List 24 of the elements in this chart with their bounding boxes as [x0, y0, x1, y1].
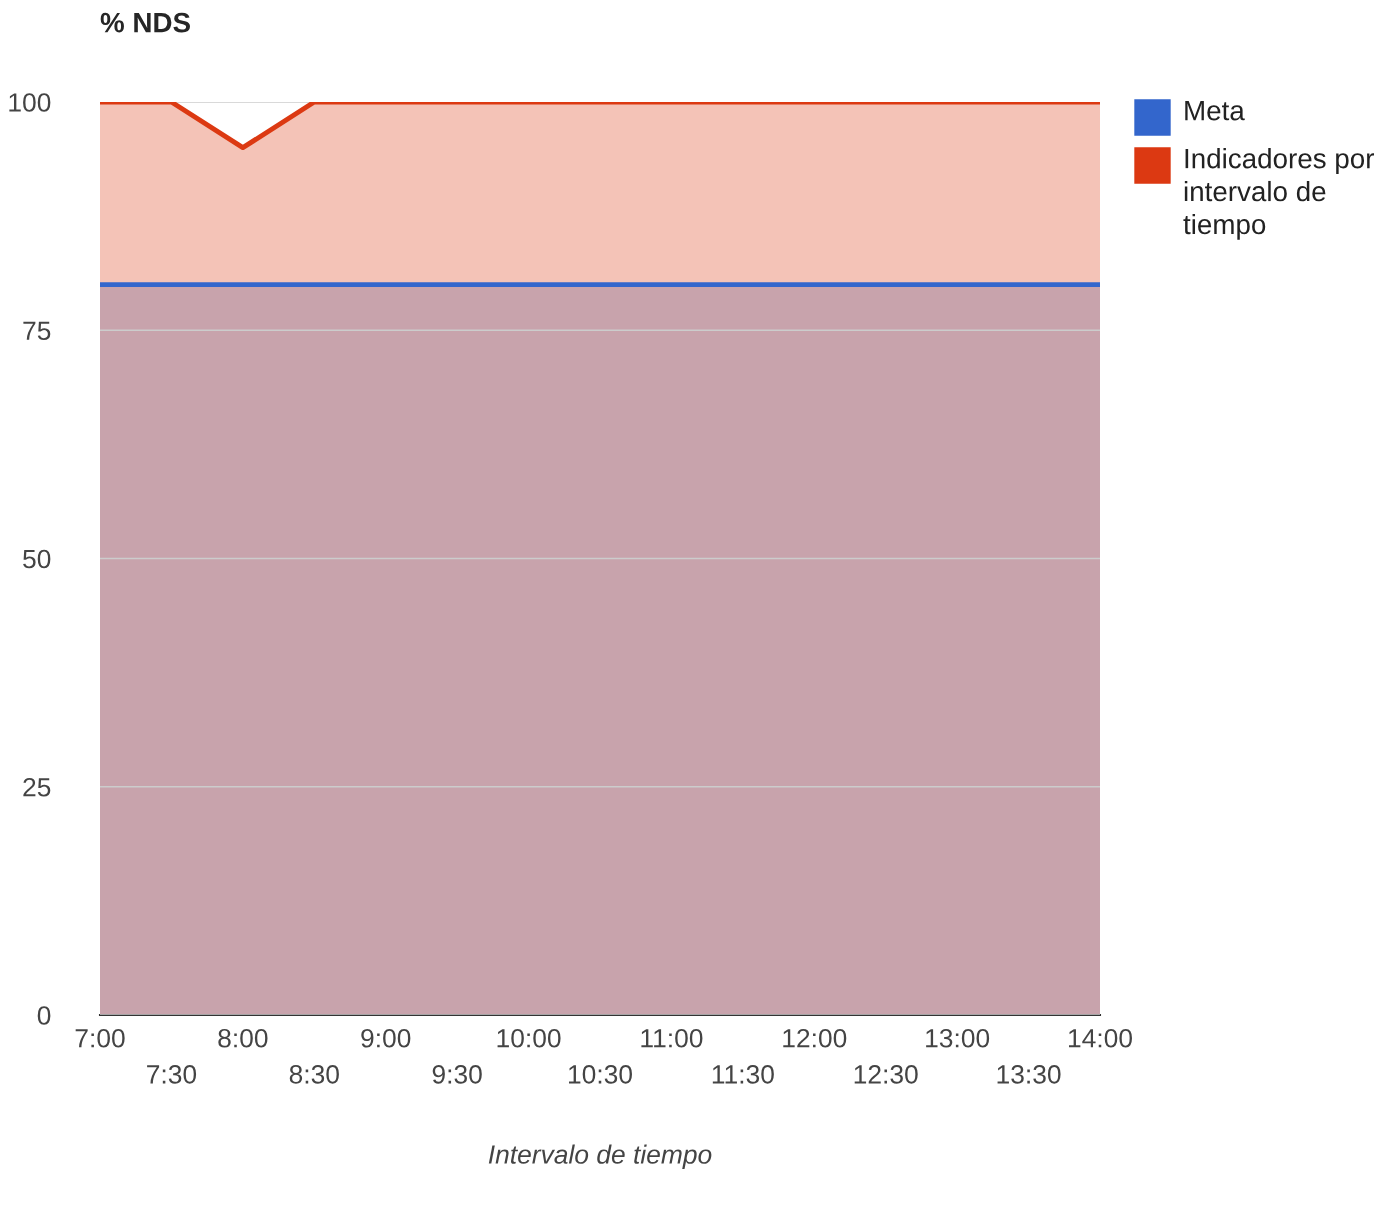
- x-tick-label: 10:00: [497, 1028, 561, 1048]
- x-tick-label: 12:00: [783, 1028, 847, 1048]
- x-tick-label: 13:30: [997, 1065, 1061, 1084]
- x-axis-title: Intervalo de tiempo: [488, 1144, 712, 1170]
- y-tick-label: 50: [23, 549, 51, 569]
- x-tick-label: 14:00: [1069, 1028, 1132, 1048]
- x-tick-label: 13:00: [926, 1028, 990, 1048]
- y-tick-label: 25: [23, 777, 51, 797]
- y-tick-label: 100: [9, 93, 51, 112]
- x-tick-label: 9:00: [361, 1028, 411, 1048]
- x-tick-label: 9:30: [432, 1065, 482, 1084]
- legend-label: Indicadores por intervalo de tiempo: [1183, 148, 1375, 240]
- x-tick-label: 12:30: [854, 1065, 918, 1084]
- chart-title: % NDS: [100, 12, 190, 33]
- x-tick-label: 7:00: [75, 1028, 125, 1048]
- y-tick-label: 0: [37, 1006, 51, 1025]
- y-tick-label: 75: [23, 321, 51, 341]
- x-tick-label: 8:00: [218, 1028, 268, 1048]
- legend-label: Meta: [1185, 101, 1245, 121]
- x-tick-label: 8:30: [289, 1065, 339, 1084]
- x-tick-label: 11:00: [641, 1028, 703, 1048]
- x-tick-label: 10:30: [569, 1065, 632, 1084]
- x-tick-label: 7:30: [147, 1065, 197, 1084]
- x-tick-label: 11:30: [712, 1065, 774, 1084]
